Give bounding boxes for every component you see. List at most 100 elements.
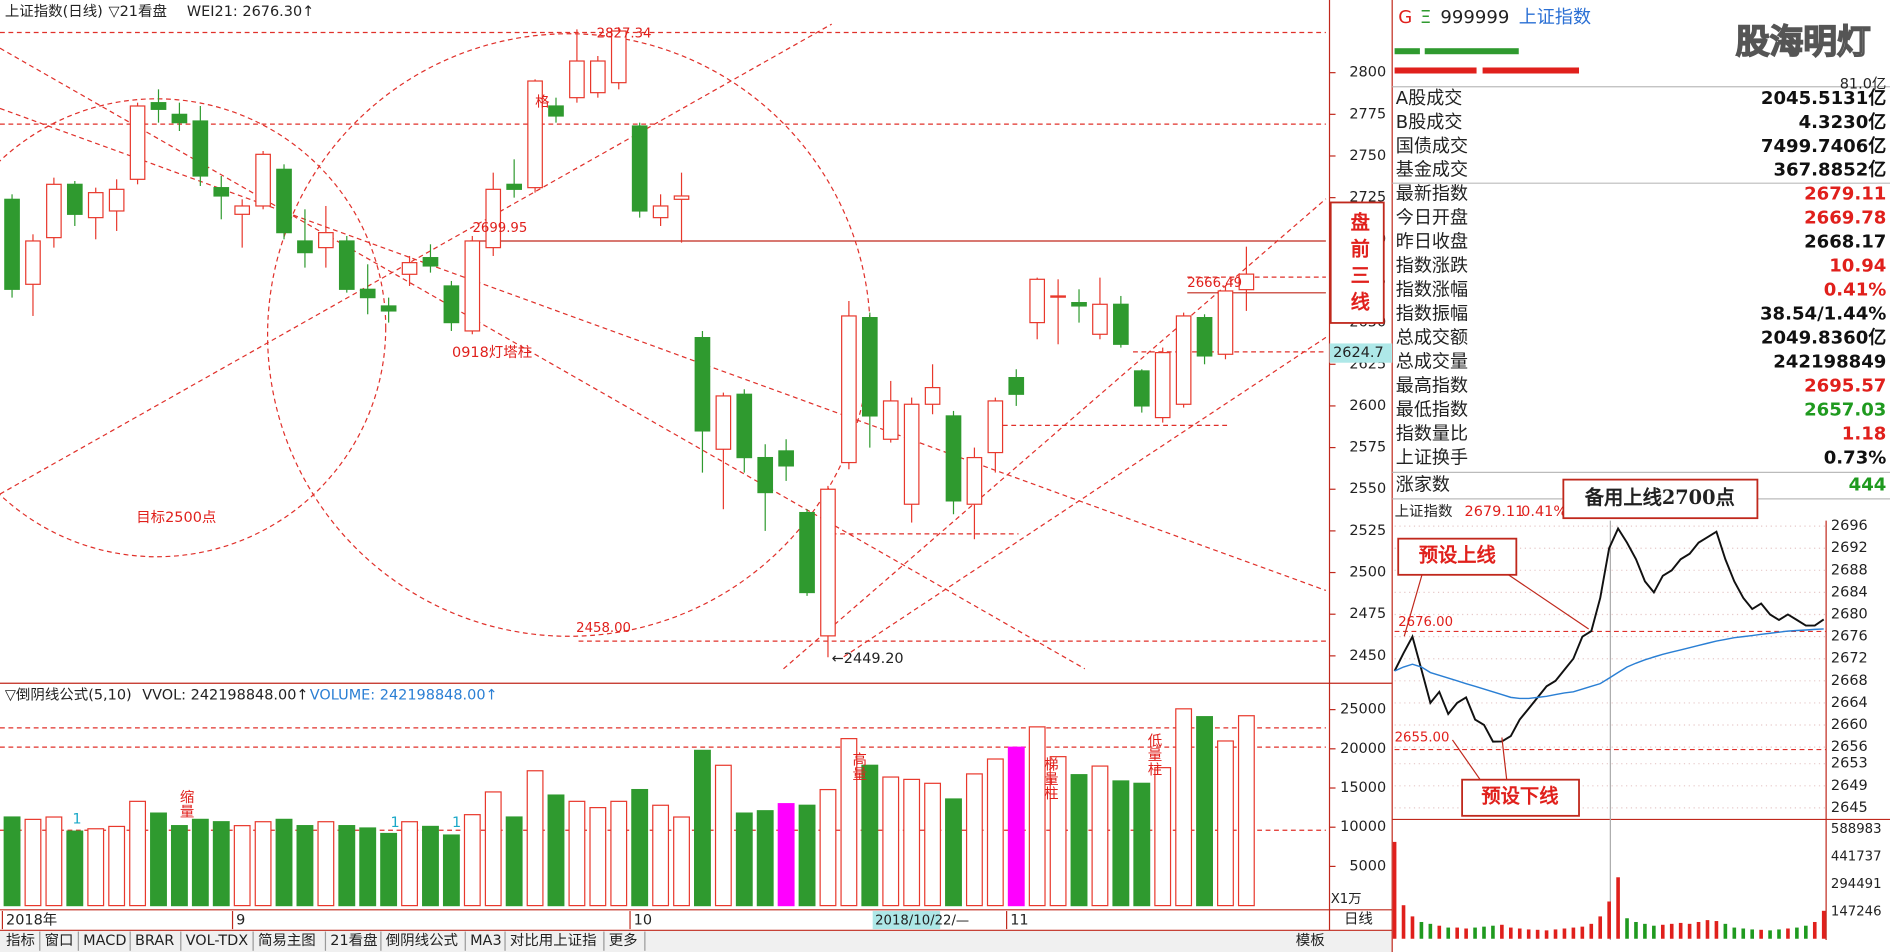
annotation: 2655.00: [1395, 730, 1450, 745]
volume-bar: [129, 800, 147, 907]
marks: 2800277527502725270026752650262526002575…: [1, 27, 1887, 951]
intraday-volume-bar: [1401, 905, 1406, 939]
volume-bar: [1070, 774, 1088, 907]
annotation: 0918灯塔柱: [452, 344, 532, 361]
candle-body: [590, 60, 606, 94]
x-tick-label: 2018年: [6, 912, 57, 929]
volume-bar: [756, 810, 774, 907]
intraday-volume-bar: [1705, 920, 1710, 939]
tab[interactable]: MACD: [83, 933, 126, 949]
y-tick-label: 2600: [1349, 398, 1386, 414]
volume-bar: [819, 788, 837, 907]
candle-body: [66, 183, 83, 215]
flag: G: [1398, 7, 1412, 28]
cycle-circle: [0, 98, 387, 558]
candle-body: [861, 317, 878, 417]
intraday-line: [1394, 628, 1824, 700]
annotation: 2458.00: [576, 621, 631, 636]
cursor-label-bg: [872, 911, 941, 930]
tab[interactable]: 倒阴线公式: [386, 932, 458, 949]
y-tick-label: 2688: [1831, 562, 1868, 578]
tab[interactable]: 简易主图: [258, 932, 316, 949]
intraday-volume-bar: [1535, 929, 1540, 939]
quote-label: 国债成交: [1396, 136, 1468, 157]
quote-label: 指数振幅: [1396, 304, 1468, 325]
y-tick-label: 2676: [1831, 629, 1868, 645]
quote-value: 7499.7406亿: [1761, 135, 1886, 157]
tab[interactable]: 指标: [6, 932, 35, 949]
quote-label: 昨日收盘: [1396, 232, 1468, 253]
volume-bar: [24, 818, 42, 907]
x-tick-label: 9: [236, 913, 245, 929]
ratio-bar: [1394, 67, 1477, 74]
tab[interactable]: 日线: [1344, 910, 1373, 927]
intraday-volume-bar: [1392, 841, 1397, 939]
quote-value: 4.3230亿: [1799, 111, 1887, 133]
candle-body: [1113, 303, 1129, 345]
quote-value: 2679.11: [1804, 184, 1886, 205]
volume-bar: [317, 821, 335, 907]
candle-body: [4, 198, 20, 290]
y-tick-label: 2645: [1831, 800, 1868, 816]
quote-value: 2045.5131亿: [1761, 87, 1886, 109]
candle-body: [318, 232, 334, 249]
candle-body: [234, 205, 251, 215]
tab[interactable]: 对比用上证指: [510, 932, 597, 949]
intraday-volume-bar: [1464, 928, 1468, 939]
candle-body: [694, 337, 711, 432]
y-tick-label: 2649: [1831, 778, 1868, 794]
candle-body: [1092, 303, 1108, 335]
candle-body: [820, 488, 836, 637]
tab[interactable]: VOL-TDX: [186, 933, 249, 949]
annotation: 目标2500点: [136, 509, 216, 526]
candle-body: [1029, 278, 1046, 324]
annotation: 梯量柱: [1042, 757, 1058, 801]
intraday-volume-bar: [1553, 929, 1558, 939]
y-tick-label: 294491: [1831, 877, 1882, 892]
quote-label: 上证换手: [1396, 448, 1468, 469]
intraday-volume-bar: [1795, 927, 1799, 939]
tab[interactable]: 更多: [609, 932, 638, 949]
annotation: 2699.95: [473, 221, 528, 236]
volume-bar: [1091, 765, 1109, 907]
intraday-volume-bar: [1714, 921, 1719, 939]
tab[interactable]: BRAR: [135, 933, 174, 949]
candle-body: [1133, 370, 1150, 407]
volume-bar: [798, 804, 816, 907]
tab[interactable]: 21看盘: [330, 931, 377, 949]
view-name: ▽21看盘: [108, 2, 166, 20]
volume-bar: [631, 788, 649, 907]
volume-bar: [694, 749, 711, 907]
y-tick-label: 15000: [1340, 780, 1386, 796]
annotation: 备用上线2700点: [1584, 486, 1735, 509]
volume-bar: [610, 800, 628, 907]
candle-body: [150, 102, 167, 110]
intraday-volume-bar: [1777, 929, 1781, 939]
y-tick-label: 2750: [1349, 148, 1386, 164]
intraday-volume-bar: [1759, 929, 1763, 939]
tab[interactable]: MA3: [470, 933, 502, 949]
volume-bar: [505, 816, 523, 907]
volume-bar: [1237, 715, 1255, 907]
candle-body: [548, 105, 564, 117]
indicator: VOLUME: 242198848.00↑: [310, 687, 498, 703]
quote-label: 基金成交: [1396, 160, 1468, 181]
volume-bar: [1154, 767, 1172, 907]
volume-bar: [45, 816, 63, 907]
price-label: 2624.7: [1333, 345, 1384, 361]
candle-body: [1008, 376, 1025, 395]
intraday-volume-bar: [1455, 927, 1459, 939]
candle-body: [610, 30, 627, 84]
volume-bar: [965, 773, 983, 907]
intraday-volume-bar: [1437, 925, 1442, 939]
mark: Ξ: [1420, 7, 1431, 28]
candle-body: [882, 400, 899, 440]
intraday-volume-bar: [1428, 923, 1433, 939]
annotation: 2676.00: [1398, 615, 1453, 630]
tab[interactable]: 窗口: [45, 931, 74, 949]
tab-strip: [0, 930, 1393, 952]
tab[interactable]: 模板: [1296, 931, 1325, 949]
candle-body: [841, 315, 857, 464]
ratio-bar: [1424, 48, 1519, 55]
